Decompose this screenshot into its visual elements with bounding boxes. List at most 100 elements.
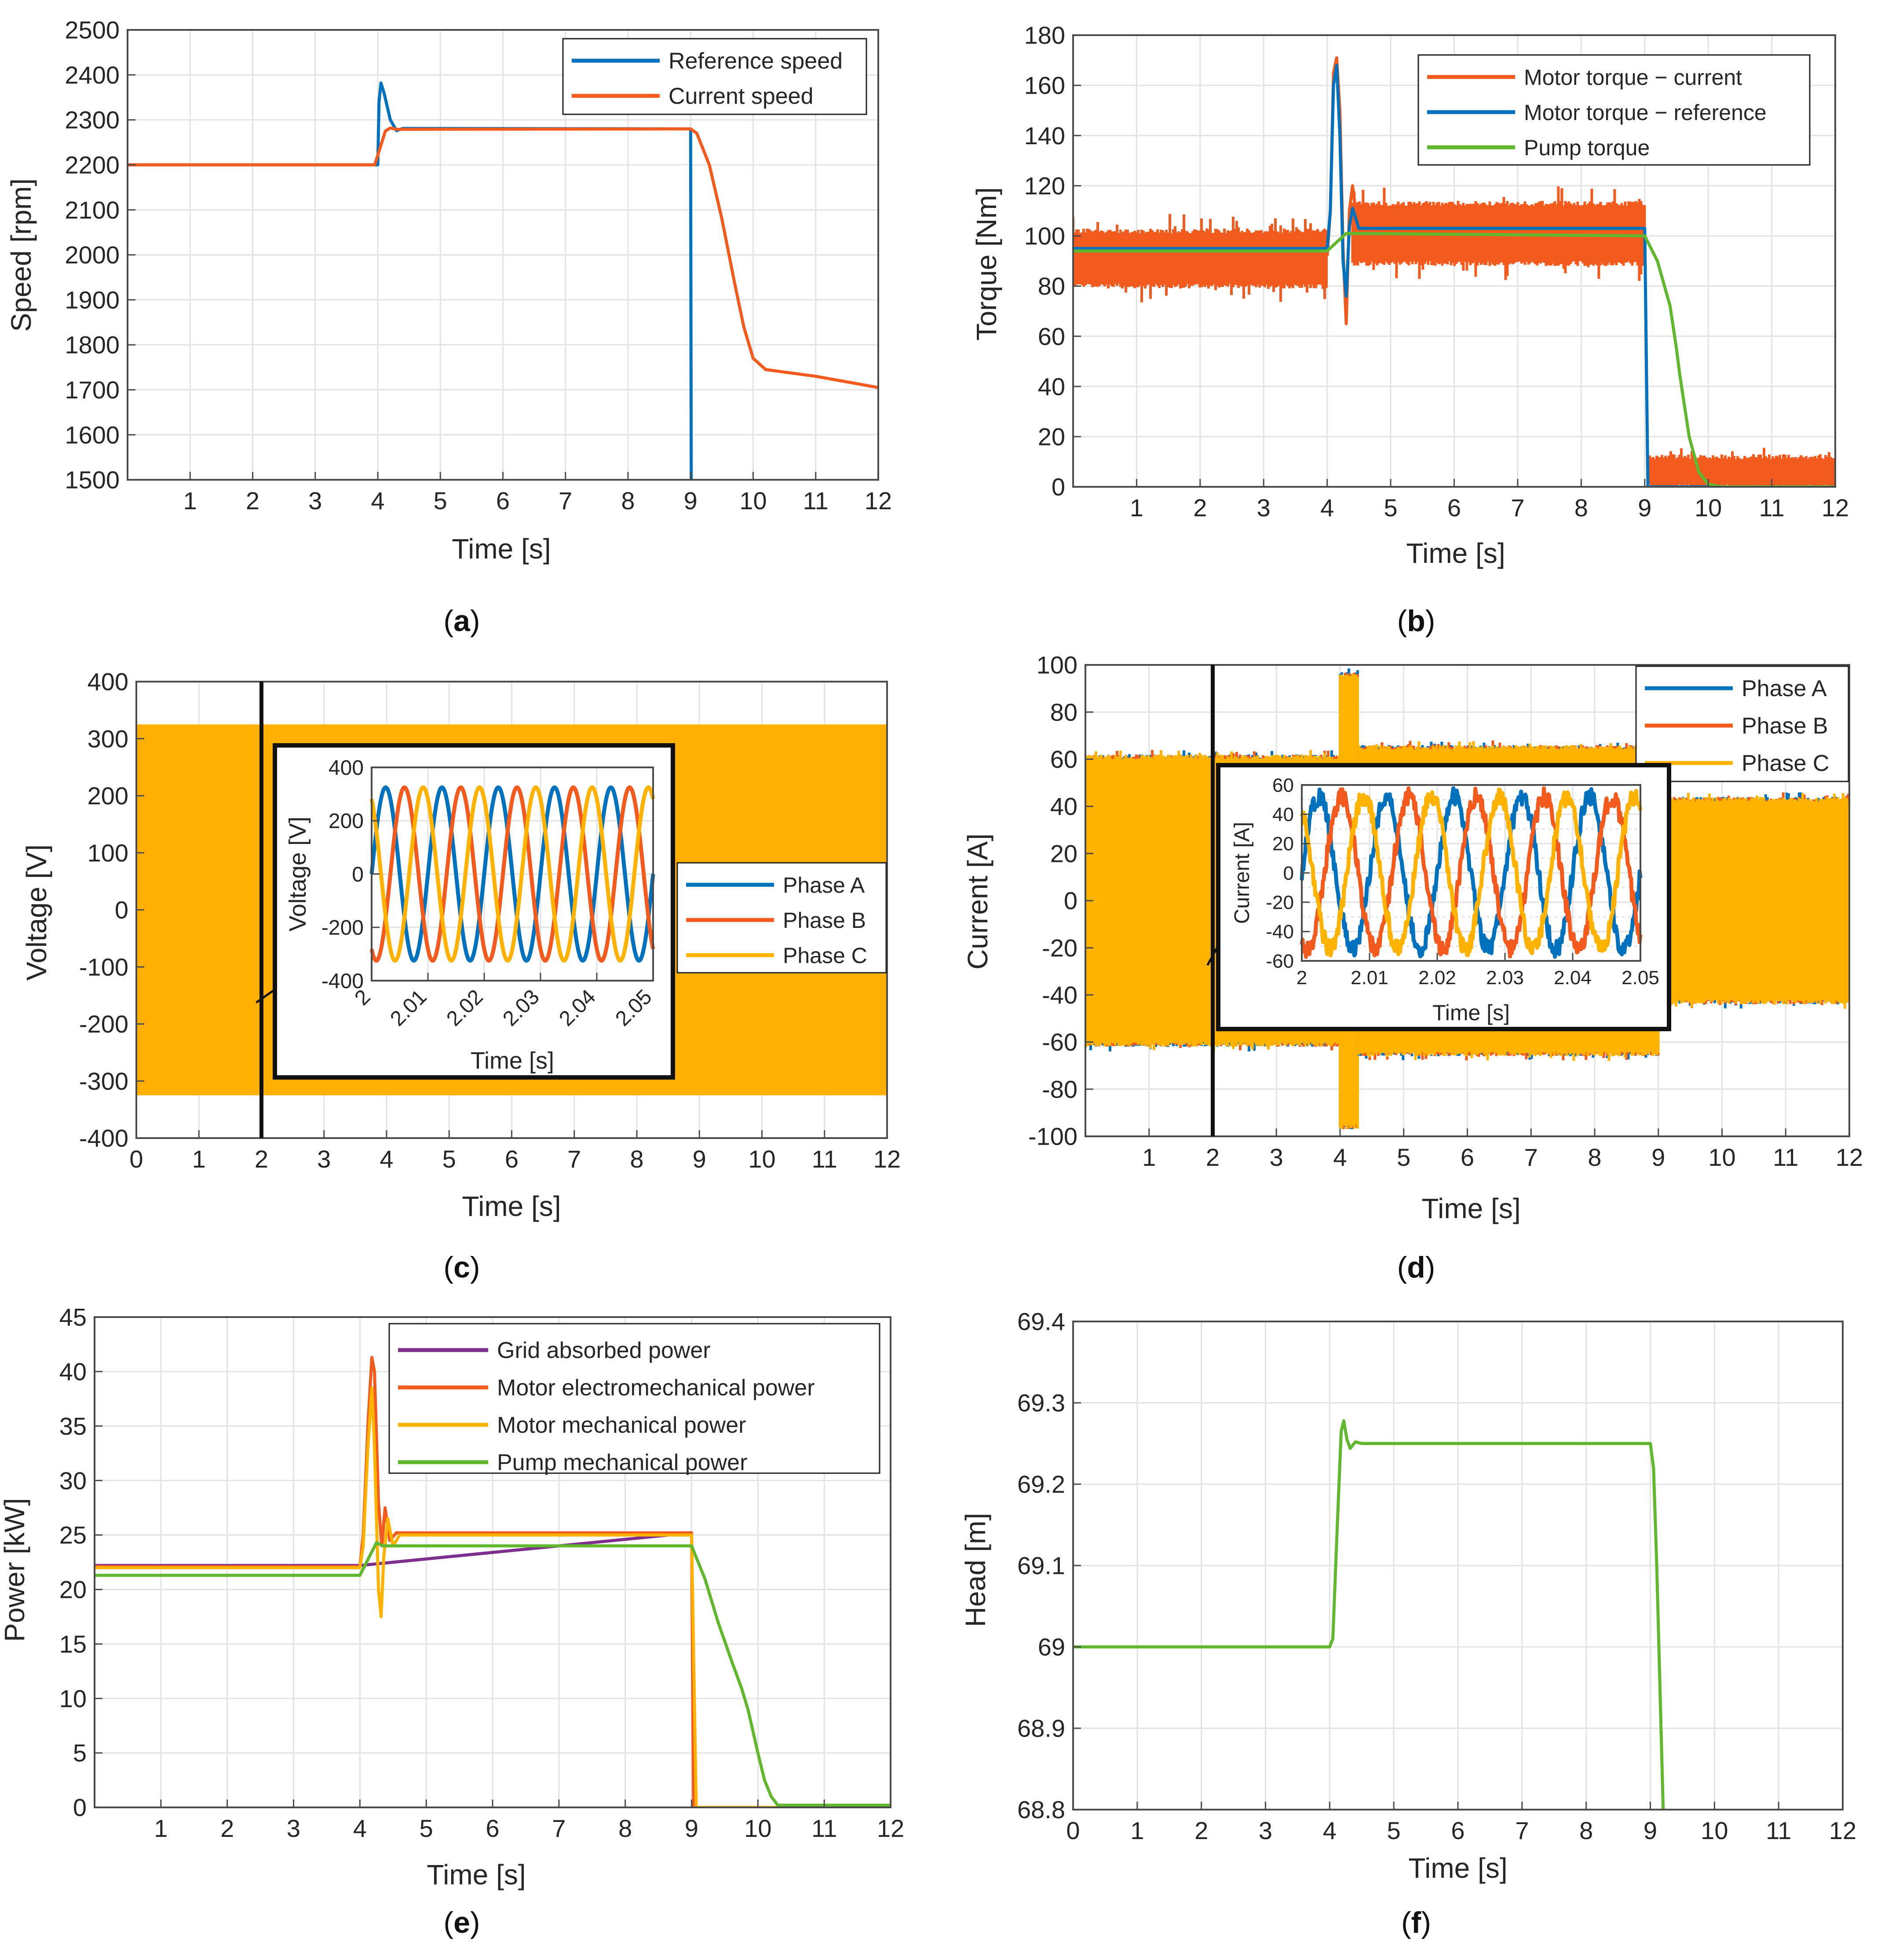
panel-label: (d) bbox=[1397, 1251, 1435, 1284]
y-tick-label: 60 bbox=[1272, 774, 1294, 796]
y-tick-label: 0 bbox=[73, 1794, 87, 1821]
y-tick-label: 1600 bbox=[65, 421, 120, 449]
y-tick-label: -20 bbox=[1042, 934, 1077, 962]
x-tick-label: 12 bbox=[877, 1814, 904, 1842]
x-tick-label: 8 bbox=[621, 487, 635, 515]
x-tick-label: 3 bbox=[1259, 1817, 1272, 1844]
y-tick-label: 200 bbox=[88, 782, 128, 810]
inset-phase-line bbox=[1300, 786, 1643, 959]
legend-entry: Motor electromechanical power bbox=[497, 1375, 815, 1401]
x-tick-label: 5 bbox=[420, 1814, 433, 1842]
y-axis-label: Power [kW] bbox=[0, 1498, 30, 1642]
y-tick-label: 40 bbox=[1050, 792, 1077, 820]
noise-band bbox=[1657, 792, 1849, 1009]
y-tick-label: 160 bbox=[1024, 72, 1065, 99]
y-tick-label: -200 bbox=[79, 1010, 128, 1038]
x-tick-label: 11 bbox=[811, 1814, 837, 1842]
y-tick-label: 69.4 bbox=[1017, 1308, 1065, 1336]
y-tick-label: 40 bbox=[1272, 804, 1294, 825]
noise-band bbox=[1073, 214, 1328, 303]
plot-content bbox=[128, 81, 878, 480]
x-tick-label: 9 bbox=[684, 487, 698, 515]
inset-x-axis-label: Time [s] bbox=[1432, 1000, 1510, 1025]
y-axis-label: Voltage [V] bbox=[21, 844, 52, 981]
inset-phase-line bbox=[369, 785, 655, 963]
panel-label: (f) bbox=[1401, 1906, 1431, 1939]
x-tick-label: 8 bbox=[630, 1145, 643, 1173]
y-tick-label: 45 bbox=[59, 1303, 87, 1331]
x-tick-label: 10 bbox=[1695, 494, 1722, 522]
y-tick-label: 80 bbox=[1038, 272, 1065, 300]
panel-letter: f bbox=[1411, 1906, 1421, 1939]
series-line bbox=[1073, 64, 1835, 487]
y-tick-label: 2100 bbox=[65, 196, 120, 224]
y-tick-label: 35 bbox=[59, 1412, 87, 1440]
x-tick-label: 3 bbox=[287, 1814, 300, 1842]
y-tick-label: 20 bbox=[1050, 839, 1077, 867]
y-tick-label: 30 bbox=[59, 1467, 87, 1494]
y-tick-label: 2200 bbox=[65, 151, 120, 179]
x-tick-label: 6 bbox=[496, 487, 510, 515]
x-tick-label: 5 bbox=[442, 1145, 456, 1173]
panel-letter: c bbox=[453, 1251, 470, 1284]
inset-c: 2 2.01 2.02 2.03 2.04 2.05-400-2000200400Time… bbox=[256, 682, 675, 1138]
y-tick-label: 400 bbox=[88, 668, 128, 696]
y-tick-label: 5 bbox=[73, 1739, 87, 1767]
panel-letter: a bbox=[453, 604, 471, 638]
chart-panel-a: 1 2 3 4 5 6 7 8 9 10 11 121500160017001800190020002… bbox=[5, 16, 892, 638]
y-tick-label: 68.8 bbox=[1017, 1796, 1065, 1824]
y-tick-label: 300 bbox=[88, 725, 128, 752]
x-tick-label: 12 bbox=[1829, 1817, 1856, 1844]
y-tick-label: 68.9 bbox=[1017, 1715, 1065, 1742]
y-tick-label: -100 bbox=[1028, 1123, 1077, 1150]
panel-label: (c) bbox=[443, 1251, 480, 1284]
legend-entry: Phase B bbox=[783, 908, 866, 933]
y-tick-label: -100 bbox=[79, 953, 128, 981]
x-tick-label: 7 bbox=[1515, 1817, 1529, 1844]
x-tick-label: 2 bbox=[1193, 494, 1207, 522]
x-tick-label: 10 bbox=[744, 1814, 771, 1842]
x-tick-label: 1 bbox=[1130, 494, 1143, 522]
x-tick-label: 9 bbox=[693, 1145, 706, 1173]
x-tick-label: 2.02 bbox=[1418, 967, 1456, 989]
inset-phase-line bbox=[369, 785, 655, 963]
y-axis-label: Current [A] bbox=[962, 833, 993, 969]
y-tick-label: 2400 bbox=[65, 61, 120, 89]
y-tick-label: -400 bbox=[321, 970, 364, 993]
y-tick-label: 0 bbox=[115, 896, 128, 924]
x-tick-label: 1 bbox=[183, 487, 197, 515]
x-tick-label: 3 bbox=[308, 487, 322, 515]
x-tick-label: 2.03 bbox=[1486, 967, 1524, 989]
x-tick-label: 3 bbox=[317, 1145, 331, 1173]
x-tick-label: 2 bbox=[255, 1145, 268, 1173]
x-tick-label: 2 bbox=[1206, 1143, 1220, 1171]
y-tick-label: 0 bbox=[1064, 887, 1077, 915]
y-tick-label: 10 bbox=[59, 1685, 87, 1712]
y-tick-label: -80 bbox=[1042, 1075, 1077, 1103]
y-tick-label: 100 bbox=[1024, 222, 1065, 250]
x-tick-label: 10 bbox=[739, 487, 767, 515]
x-tick-label: 10 bbox=[748, 1145, 775, 1173]
y-tick-label: -300 bbox=[79, 1067, 128, 1095]
legend-entry: Phase A bbox=[783, 873, 865, 898]
x-tick-label: 1 bbox=[192, 1145, 206, 1173]
legend-box bbox=[562, 38, 867, 115]
y-tick-label: 120 bbox=[1024, 172, 1065, 200]
series-line bbox=[1073, 1419, 1665, 1810]
legend-entry: Motor torque − reference bbox=[1524, 100, 1767, 125]
y-tick-label: 0 bbox=[1052, 473, 1065, 501]
y-tick-label: 40 bbox=[1038, 372, 1065, 400]
legend-entry: Phase C bbox=[783, 943, 867, 968]
y-tick-label: 1800 bbox=[65, 331, 120, 359]
panel-label: (a) bbox=[443, 604, 480, 638]
x-tick-label: 6 bbox=[1461, 1143, 1474, 1171]
x-axis-label: Time [s] bbox=[462, 1190, 561, 1222]
x-tick-label: 5 bbox=[1397, 1143, 1410, 1171]
y-tick-label: 400 bbox=[329, 756, 364, 780]
y-tick-label: 100 bbox=[1037, 651, 1077, 679]
x-tick-label: 2 bbox=[246, 487, 259, 515]
legend-entry: Phase C bbox=[1742, 751, 1829, 776]
x-tick-label: 2.04 bbox=[1554, 967, 1592, 989]
chart-panel-c: 0 1 2 3 4 5 6 7 8 9 10 11 12-400-300-200-10001002003… bbox=[21, 668, 901, 1284]
x-tick-label: 8 bbox=[1574, 494, 1588, 522]
